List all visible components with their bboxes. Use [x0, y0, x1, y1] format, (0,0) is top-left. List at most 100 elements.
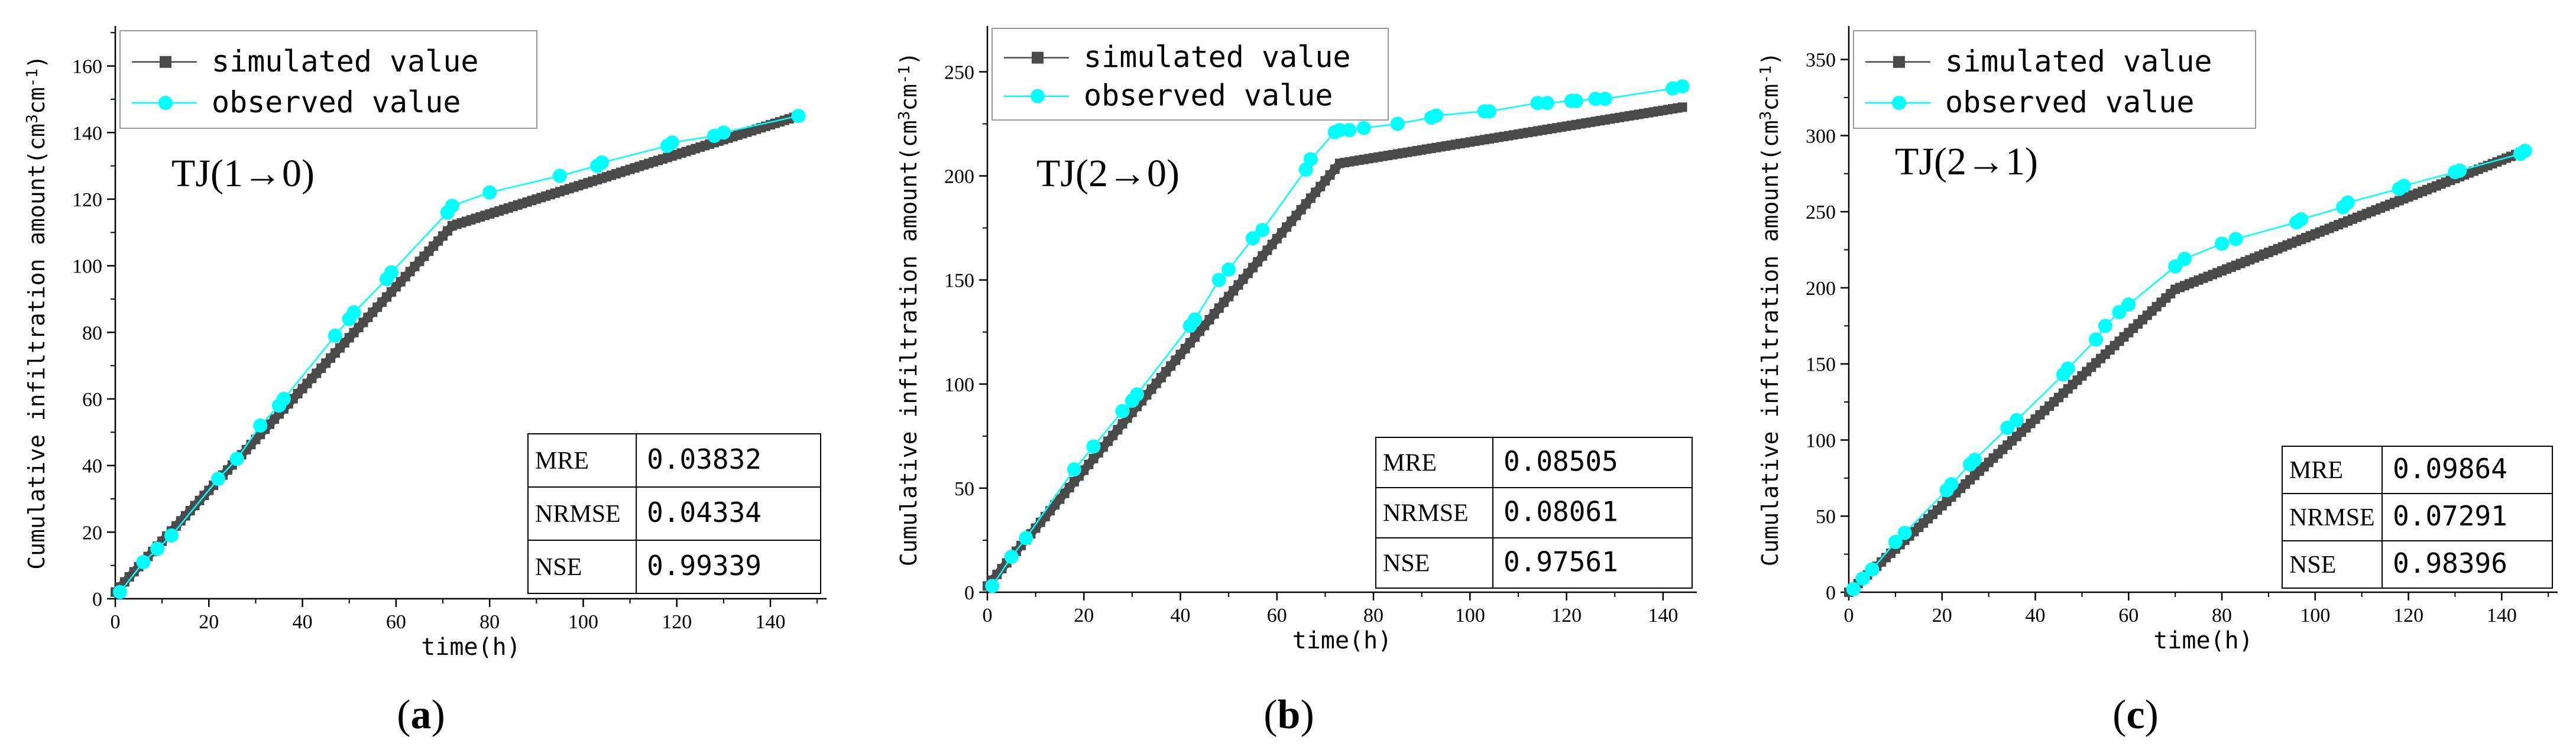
- x-axis-label: time(h): [2153, 627, 2253, 654]
- y-axis-label-part: ): [896, 52, 922, 66]
- panel-caption: (a): [397, 692, 445, 738]
- legend-simulated-marker: [160, 56, 171, 68]
- observed-point: [2294, 212, 2309, 227]
- legend-observed-marker: [1031, 89, 1045, 103]
- observed-point: [2517, 144, 2532, 158]
- y-tick-label: 160: [72, 56, 102, 78]
- observed-point: [1482, 104, 1496, 119]
- x-tick-label: 0: [983, 605, 993, 627]
- panel-caption-part: (: [397, 692, 410, 738]
- legend-observed-marker: [1892, 96, 1906, 111]
- y-tick-label: 120: [72, 189, 102, 211]
- legend-box: [1853, 30, 2256, 129]
- observed-point: [1846, 582, 1861, 596]
- panel-caption-part: (: [1263, 692, 1277, 738]
- legend-simulated-marker: [1032, 51, 1044, 64]
- y-axis-label-part: (cm: [1757, 120, 1783, 161]
- observed-point: [1115, 404, 1130, 418]
- observed-point: [112, 585, 127, 599]
- y-tick-label: 60: [82, 389, 102, 411]
- observed-point: [2396, 178, 2411, 193]
- y-tick-label: 50: [1816, 506, 1836, 528]
- x-tick-label: 120: [1551, 605, 1582, 627]
- x-tick-label: 80: [1363, 605, 1383, 627]
- y-tick-label: 150: [944, 270, 974, 292]
- legend-box: [119, 30, 537, 129]
- metric-name: NSE: [1383, 550, 1430, 577]
- observed-point: [1188, 312, 1203, 327]
- metric-value: 0.04334: [647, 496, 762, 528]
- chart-panel-a: 0 20 40 60 80 100 120 140 0 20 40 60 80 100 120 140 160 t…: [24, 26, 827, 738]
- x-axis-label: time(h): [421, 634, 521, 661]
- x-tick-label: 140: [756, 611, 786, 633]
- y-axis-label-part: (cm: [896, 120, 922, 161]
- metric-name: MRE: [2289, 457, 2343, 484]
- observed-point: [2215, 236, 2230, 251]
- observed-point: [1540, 96, 1554, 111]
- observed-point: [552, 168, 567, 183]
- metrics-table-border: [527, 433, 821, 594]
- y-axis-label-part: 3: [24, 114, 41, 124]
- metrics-table-border: [1375, 437, 1693, 589]
- observed-point: [1865, 562, 1880, 577]
- legend-simulated-label: simulated value: [212, 44, 479, 79]
- legend-observed-marker: [158, 96, 173, 111]
- observed-point: [1211, 272, 1226, 287]
- observed-point: [1221, 262, 1236, 277]
- panel-caption: (c): [2112, 692, 2159, 738]
- panel-caption-part: c: [2126, 692, 2144, 738]
- x-axis-label: time(h): [1292, 627, 1392, 654]
- x-tick-label: 100: [568, 611, 598, 633]
- metric-value: 0.99339: [647, 550, 762, 582]
- observed-point: [253, 418, 268, 433]
- metric-name: NSE: [2289, 551, 2336, 579]
- x-tick-label: 20: [1074, 605, 1094, 627]
- metric-value: 0.97561: [1504, 546, 1618, 578]
- observed-point: [1967, 452, 1982, 467]
- observed-point: [1303, 152, 1318, 167]
- y-tick-label: 0: [1826, 582, 1836, 604]
- metric-name: NRMSE: [535, 501, 621, 528]
- panel-caption-part: ): [2145, 692, 2159, 738]
- observed-point: [2228, 232, 2243, 246]
- observed-point: [1897, 525, 1912, 540]
- x-tick-label: 100: [1455, 605, 1485, 627]
- y-tick-label: 20: [82, 522, 102, 544]
- simulated-point: [1677, 102, 1687, 112]
- observed-point: [2060, 361, 2075, 376]
- y-axis-label-part: -1: [896, 66, 913, 84]
- y-tick-label: 250: [1806, 202, 1836, 223]
- y-axis-label-part: cm: [24, 87, 50, 114]
- panel-title: TJ(1→0): [171, 152, 315, 195]
- observed-point: [2452, 163, 2467, 178]
- y-tick-label: 140: [72, 122, 102, 144]
- observed-point: [150, 541, 165, 556]
- legend-simulated-marker: [1893, 56, 1905, 68]
- y-axis-label-part: -1: [1757, 66, 1775, 84]
- panel-caption-part: a: [411, 692, 432, 738]
- y-axis-label-part: ): [24, 55, 50, 69]
- y-axis-label-part: cm: [1757, 84, 1783, 111]
- metrics-table: MRE 0.03832 NRMSE 0.04334 NSE 0.99339: [527, 433, 821, 594]
- metric-value: 0.08505: [1504, 446, 1618, 478]
- y-axis-label-part: -1: [24, 69, 41, 87]
- chart-panel-b: 0 20 40 60 80 100 120 140 0 50 100 150 200 250 time(h)…: [896, 26, 1697, 738]
- observed-point: [2341, 195, 2355, 210]
- observed-point: [2089, 332, 2104, 347]
- x-tick-label: 120: [662, 611, 692, 633]
- panel-title: TJ(2→0): [1036, 152, 1180, 195]
- observed-point: [2098, 319, 2112, 333]
- observed-point: [1004, 550, 1019, 564]
- y-tick-label: 300: [1806, 125, 1836, 147]
- x-tick-label: 120: [2393, 605, 2423, 627]
- observed-point: [1086, 439, 1101, 454]
- legend-box: [991, 28, 1389, 121]
- observed-point: [1356, 121, 1371, 135]
- x-tick-label: 80: [2212, 605, 2232, 627]
- metric-name: NRMSE: [1383, 500, 1469, 527]
- x-tick-label: 80: [479, 611, 500, 633]
- observed-point: [1067, 462, 1081, 477]
- legend-simulated-label: simulated value: [1084, 40, 1351, 74]
- observed-point: [791, 109, 806, 124]
- observed-point: [1342, 123, 1357, 138]
